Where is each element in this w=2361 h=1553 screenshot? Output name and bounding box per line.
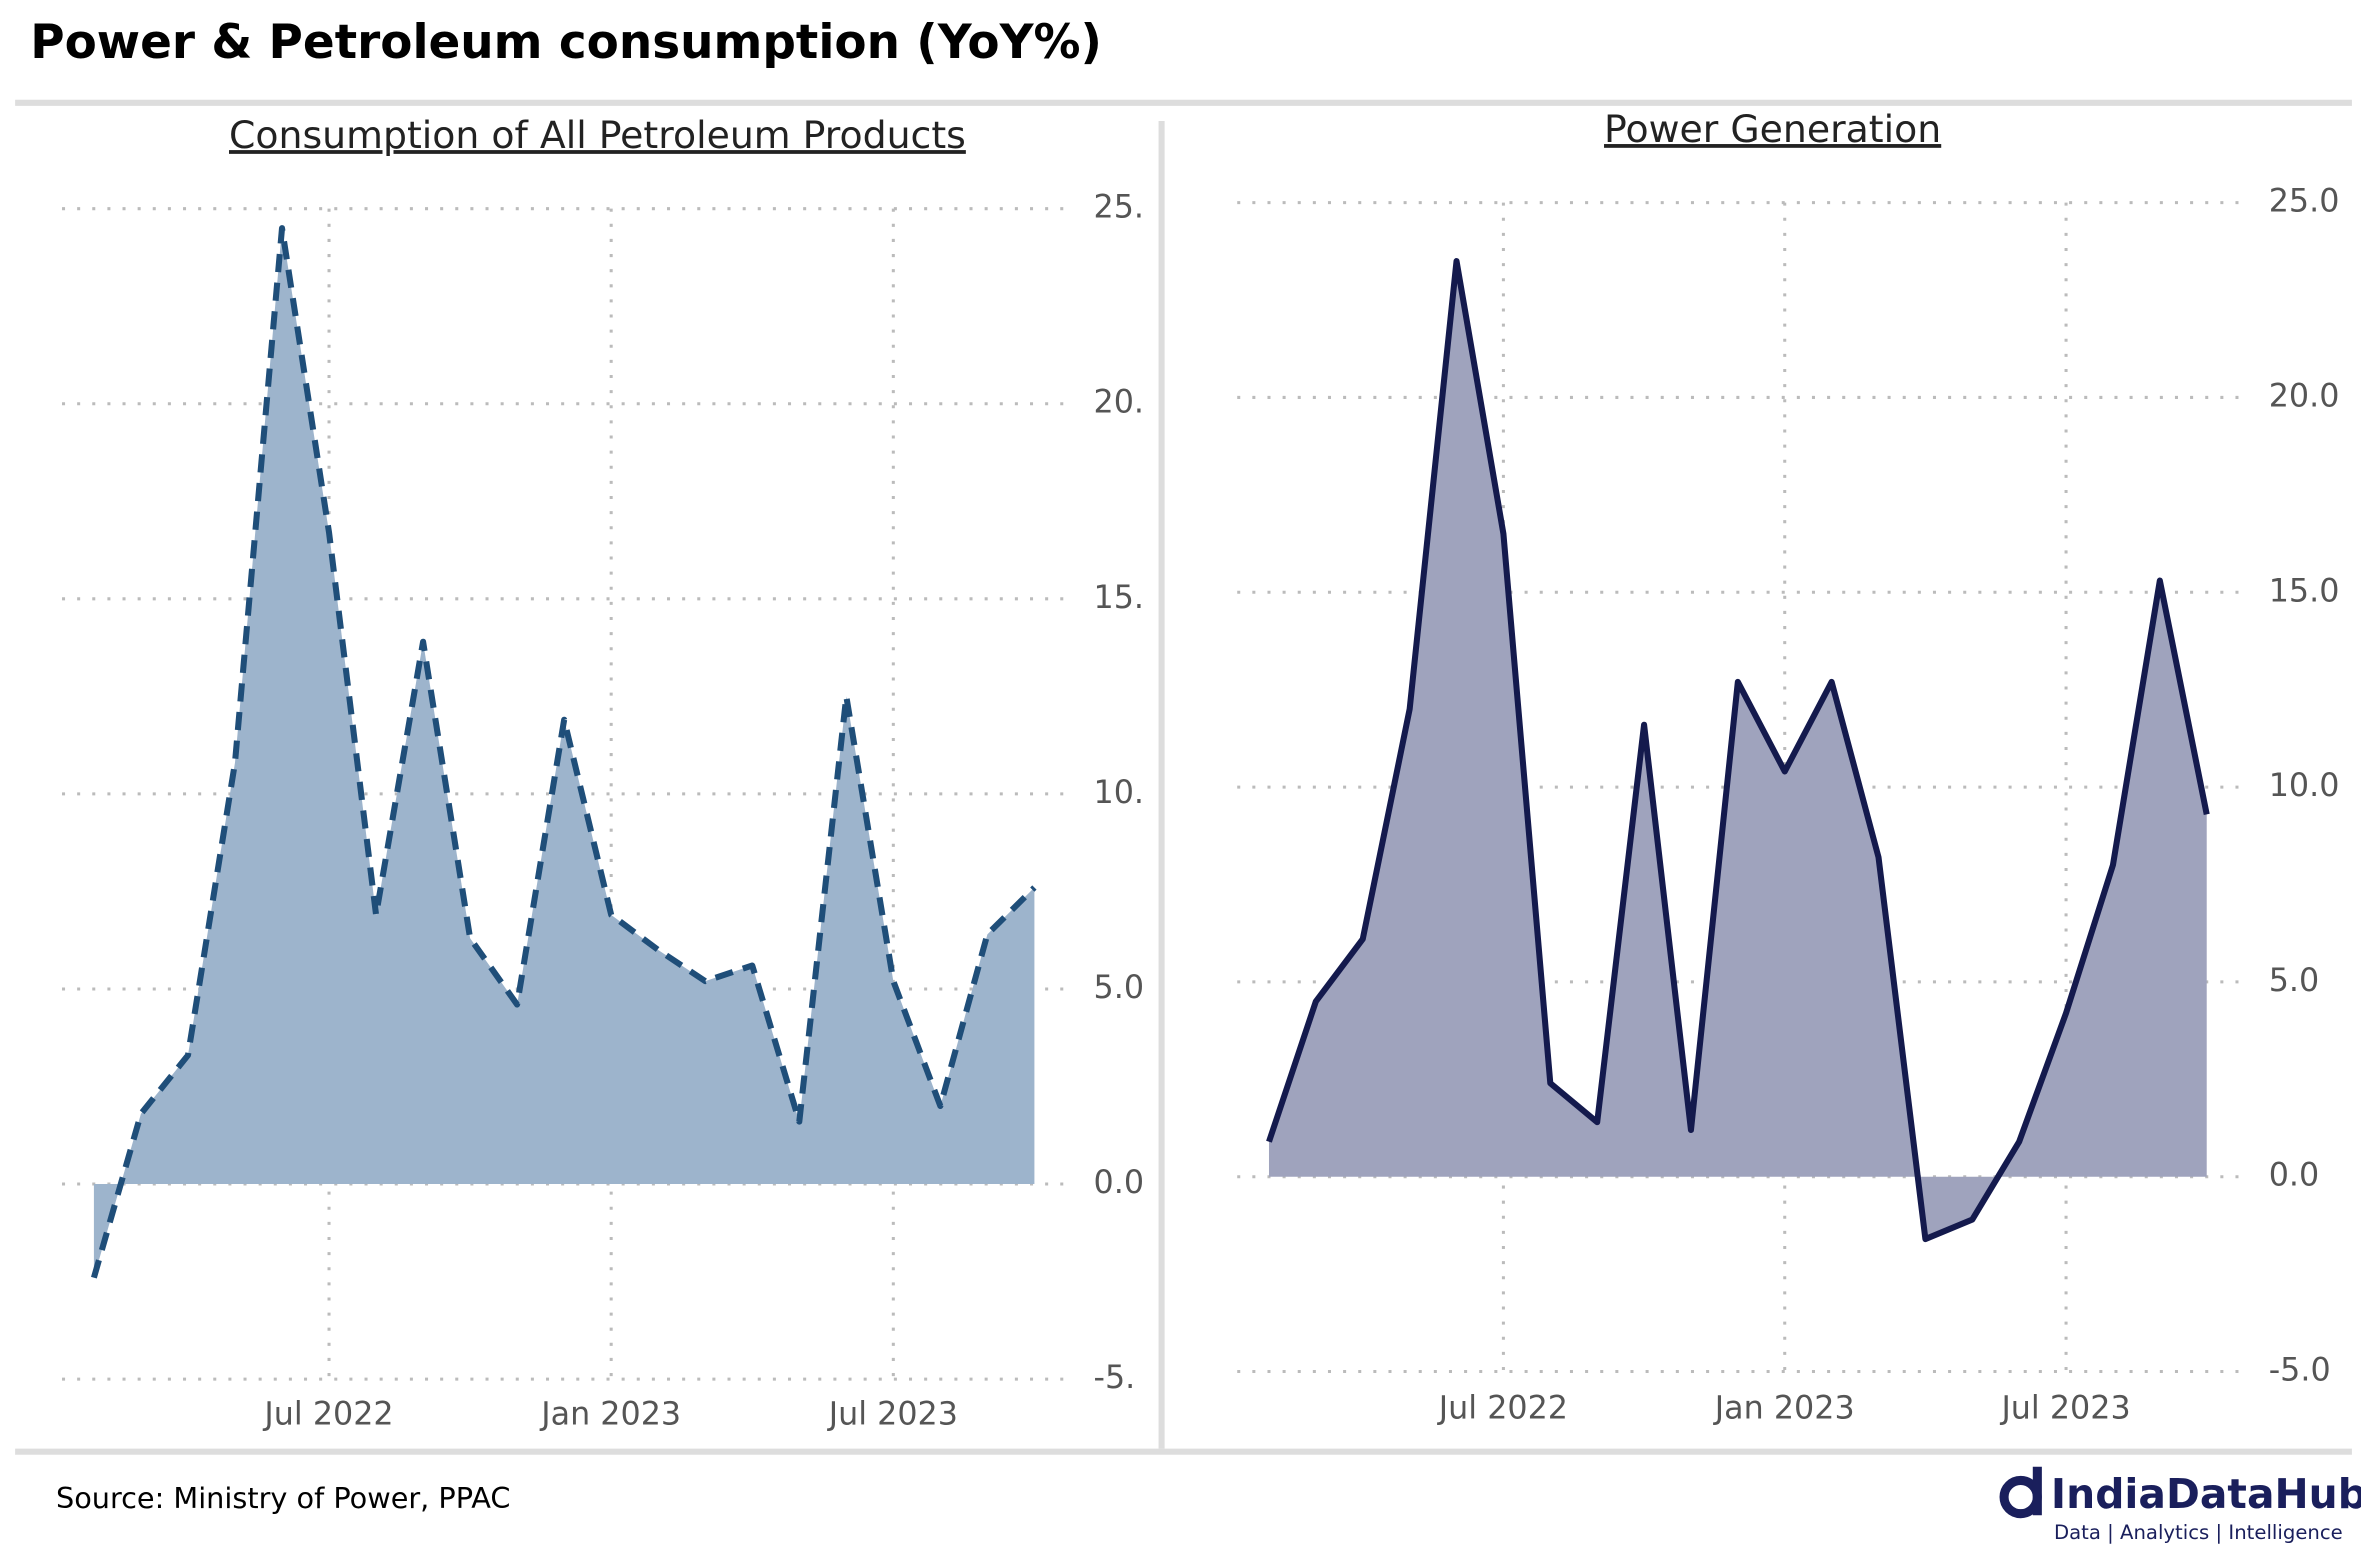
- y-tick-label: 15.0: [2269, 573, 2340, 609]
- chart: Power Generation -5.0 0.0 5.0 10.0 15.0 20.0 25…: [1237, 107, 2339, 1426]
- y-tick-label: 25.0: [2269, 184, 2340, 220]
- logo-icon: [1999, 1475, 2042, 1519]
- logo-name: IndiaDataHub: [2051, 1470, 2361, 1518]
- chart: Consumption of All Petroleum Products -5.…: [62, 113, 1144, 1432]
- y-tick-label: 0.0: [2269, 1158, 2320, 1194]
- source: Source: Ministry of Power, PPAC: [56, 1481, 510, 1515]
- y-tick-label: 5.0: [2269, 963, 2320, 999]
- y-tick-label: 15.: [1094, 580, 1145, 616]
- chart-title: Power Generation: [1604, 107, 1941, 151]
- y-tick-label: -5.0: [2269, 1353, 2331, 1389]
- x-tick-label: Jul 2022: [262, 1396, 393, 1432]
- logo-tagline: Data | Analytics | Intelligence: [2054, 1521, 2343, 1544]
- y-tick-label: 20.: [1094, 385, 1145, 421]
- y-tick-label: 10.0: [2269, 768, 2340, 804]
- y-tick-label: 10.: [1094, 775, 1145, 811]
- area: [1268, 261, 2207, 1240]
- y-tick-label: 0.0: [1094, 1165, 1145, 1201]
- x-tick-label: Jan 2023: [539, 1396, 681, 1432]
- y-tick-label: 20.0: [2269, 378, 2340, 414]
- x-tick-label: Jul 2023: [1999, 1390, 2130, 1426]
- y-tick-label: 5.0: [1094, 970, 1145, 1006]
- chart-title: Consumption of All Petroleum Products: [229, 113, 966, 157]
- y-tick-label: 25.: [1094, 190, 1145, 226]
- y-tick-label: -5.: [1094, 1360, 1136, 1396]
- line: [1266, 258, 2210, 1243]
- x-tick-label: Jul 2022: [1437, 1390, 1568, 1426]
- line: [91, 225, 1037, 1279]
- logo: IndiaDataHub Data | Analytics | Intellig…: [1999, 1466, 2361, 1544]
- area: [93, 228, 1035, 1278]
- x-tick-label: Jan 2023: [1713, 1390, 1855, 1426]
- page-title: Power & Petroleum consumption (YoY%): [30, 15, 1102, 70]
- x-tick-label: Jul 2023: [827, 1396, 958, 1432]
